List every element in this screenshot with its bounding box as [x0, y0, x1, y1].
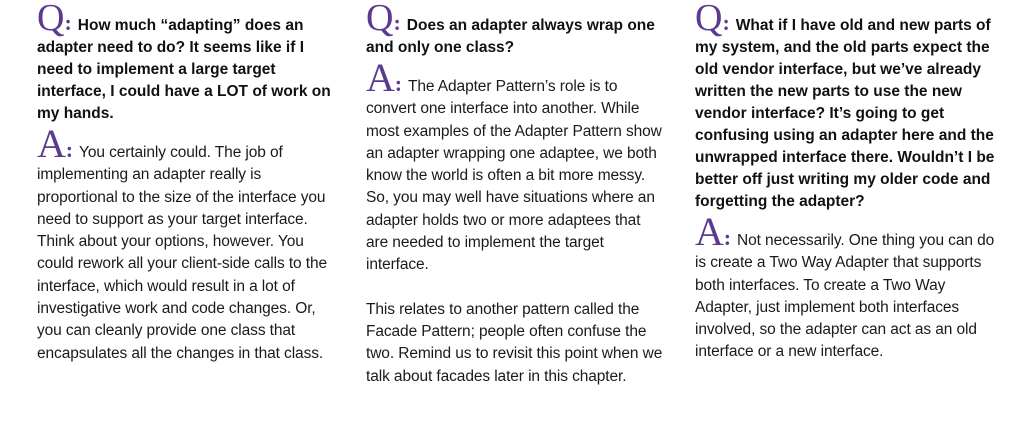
question-text: How much “adapting” does an adapter need… — [37, 17, 331, 122]
answer-2: A: The Adapter Pattern’s role is to conve… — [366, 58, 666, 388]
answer-letter: A — [695, 209, 724, 254]
question-text: What if I have old and new parts of my s… — [695, 17, 995, 210]
answer-text: The Adapter Pattern’s role is to convert… — [366, 78, 662, 274]
answer-3: A: Not necessarily. One thing you can do … — [695, 212, 995, 364]
answer-1: A: You certainly could. The job of implem… — [37, 124, 337, 365]
colon-mark: : — [723, 225, 732, 250]
question-3: Q: What if I have old and new parts of my… — [695, 0, 995, 213]
faq-column-2: Q: Does an adapter always wrap one and on… — [366, 0, 666, 388]
answer-text: Not necessarily. One thing you can do is… — [695, 232, 995, 361]
answer-text-continued: This relates to another pattern called t… — [366, 300, 663, 385]
answer-text: You certainly could. The job of implemen… — [37, 144, 328, 362]
answer-letter: A — [37, 121, 66, 166]
answer-letter: A — [366, 55, 395, 100]
question-letter: Q — [37, 0, 65, 39]
colon-mark: : — [64, 10, 72, 35]
colon-mark: : — [393, 10, 401, 35]
faq-column-3: Q: What if I have old and new parts of my… — [695, 0, 995, 364]
question-letter: Q — [366, 0, 394, 39]
question-2: Q: Does an adapter always wrap one and on… — [366, 0, 666, 59]
question-1: Q: How much “adapting” does an adapter ne… — [37, 0, 337, 125]
faq-column-1: Q: How much “adapting” does an adapter ne… — [37, 0, 337, 365]
question-text: Does an adapter always wrap one and only… — [366, 17, 655, 56]
question-letter: Q — [695, 0, 723, 39]
colon-mark: : — [722, 10, 730, 35]
colon-mark: : — [394, 71, 403, 96]
colon-mark: : — [65, 137, 74, 162]
